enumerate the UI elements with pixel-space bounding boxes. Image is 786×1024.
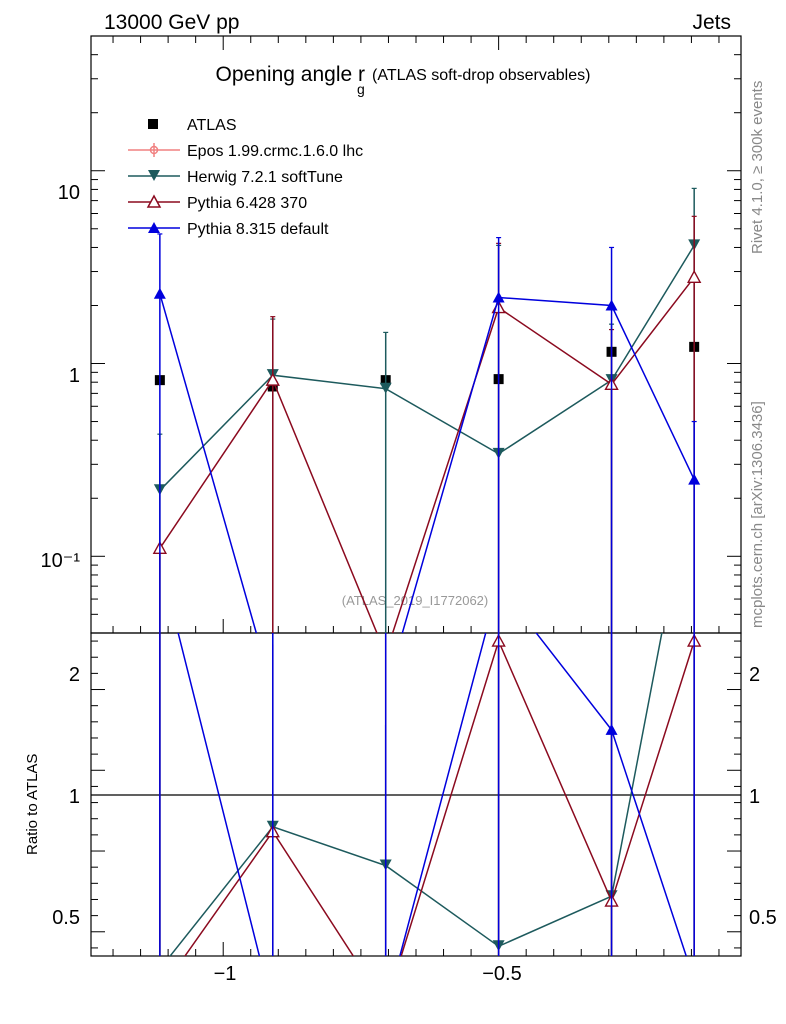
chart-title-main: Opening angle r xyxy=(216,63,365,86)
chart-subtitle: (ATLAS soft-drop observables) xyxy=(372,67,590,84)
ratio-point-pythia8 xyxy=(688,974,700,985)
ratio-tick-label-1-right: 1 xyxy=(749,786,760,808)
y-tick-label-1: 1 xyxy=(69,365,80,387)
x-tick-label-minus0.5: −0.5 xyxy=(482,963,521,985)
point-pythia6 xyxy=(686,269,702,284)
ratio-line-herwig xyxy=(169,633,663,956)
legend-marker-pythia6 xyxy=(146,194,162,208)
ratio-panel-series xyxy=(154,633,702,1014)
energy-label: 13000 GeV pp xyxy=(104,11,239,34)
ratio-point-pythia6 xyxy=(380,1000,392,1011)
x-tick-label-minus1: −1 xyxy=(214,963,237,985)
rivet-label: Rivet 4.1.0, ≥ 300k events xyxy=(749,81,766,254)
legend-marker-atlas xyxy=(148,119,158,129)
legend-label-atlas: ATLAS xyxy=(187,117,237,134)
y-tick-label-10: 10 xyxy=(58,182,80,204)
ratio-series-pythia6 xyxy=(154,633,702,1011)
chart-title: Opening angle r g (ATLAS soft-drop obser… xyxy=(216,63,591,97)
ratio-line-pythia8 xyxy=(177,633,688,956)
ratio-axis-label: Ratio to ATLAS xyxy=(24,754,41,855)
series-line-pythia8 xyxy=(159,293,695,633)
axis-ticks xyxy=(91,35,741,956)
ratio-series-herwig xyxy=(154,633,695,974)
chart-title-subscript: g xyxy=(357,81,365,97)
ratio-tick-label-0.5-right: 0.5 xyxy=(749,907,777,929)
ratio-tick-label-1-left: 1 xyxy=(69,786,80,808)
point-pythia8 xyxy=(688,473,701,485)
category-label: Jets xyxy=(692,11,731,34)
main-panel-series xyxy=(152,187,702,633)
analysis-watermark: (ATLAS_2019_I1772062) xyxy=(342,593,488,608)
series-line-herwig xyxy=(159,245,695,491)
ratio-tick-label-2-left: 2 xyxy=(69,664,80,686)
legend-label-epos: Epos 1.99.crmc.1.6.0 lhc xyxy=(187,143,363,160)
series-atlas xyxy=(154,341,700,392)
series-line-pythia6 xyxy=(159,276,695,633)
series-pythia8 xyxy=(153,233,701,633)
ratio-point-pythia6 xyxy=(154,986,166,997)
ratio-point-herwig xyxy=(154,963,166,974)
legend-marker-herwig xyxy=(148,170,160,181)
point-pythia6 xyxy=(265,372,280,386)
ratio-point-pythia8 xyxy=(380,1003,392,1014)
legend-label-pythia6: Pythia 6.428 370 xyxy=(187,195,307,212)
legend-marker-pythia8 xyxy=(148,222,160,233)
series-herwig xyxy=(153,187,701,633)
legend-marker-epos xyxy=(149,145,159,155)
ratio-series-pythia8 xyxy=(159,633,700,1014)
ratio-point-pythia8 xyxy=(267,1003,279,1014)
ratio-line-pythia6 xyxy=(184,638,695,956)
point-pythia8 xyxy=(153,287,166,299)
legend-label-herwig: Herwig 7.2.1 softTune xyxy=(187,169,343,186)
point-pythia8 xyxy=(605,299,618,311)
y-tick-label-0.1: 10⁻¹ xyxy=(41,550,81,572)
legend-label-pythia8: Pythia 8.315 default xyxy=(187,221,329,238)
ratio-tick-label-0.5-left: 0.5 xyxy=(52,907,80,929)
point-herwig xyxy=(379,382,392,394)
legend: ATLAS Epos 1.99.crmc.1.6.0 lhc Herwig 7.… xyxy=(128,117,363,238)
ratio-point-pythia8 xyxy=(605,723,618,735)
ratio-tick-label-2-right: 2 xyxy=(749,664,760,686)
source-label: mcplots.cern.ch [arXiv:1306.3436] xyxy=(749,401,766,628)
point-pythia8 xyxy=(492,291,505,303)
